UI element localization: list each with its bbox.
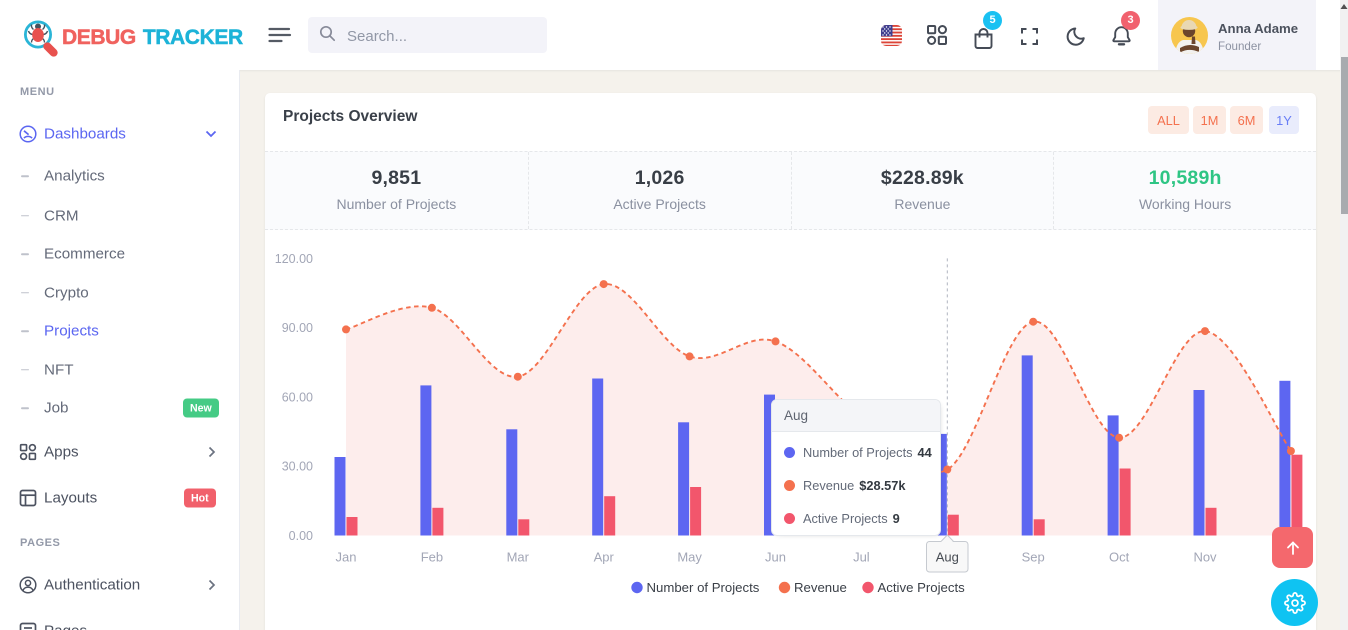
svg-text:Nov: Nov [1193, 550, 1217, 565]
svg-text:Sep: Sep [1022, 550, 1045, 565]
svg-text:30.00: 30.00 [282, 460, 313, 474]
svg-text:Number of Projects: Number of Projects [647, 580, 760, 595]
svg-text:Mar: Mar [507, 550, 530, 565]
svg-text:Oct: Oct [1109, 550, 1130, 565]
svg-text:May: May [677, 550, 702, 565]
svg-text:Revenue: Revenue [794, 580, 847, 595]
svg-text:Jun: Jun [765, 550, 786, 565]
svg-text:Aug: Aug [936, 550, 959, 565]
svg-text:Feb: Feb [421, 550, 443, 565]
svg-text:Apr: Apr [594, 550, 615, 565]
svg-text:0.00: 0.00 [289, 529, 313, 543]
svg-text:Active Projects: Active Projects [878, 580, 966, 595]
svg-text:Jan: Jan [336, 550, 357, 565]
svg-text:Jul: Jul [853, 550, 870, 565]
svg-text:120.00: 120.00 [275, 252, 313, 266]
svg-text:90.00: 90.00 [282, 321, 313, 335]
svg-text:60.00: 60.00 [282, 390, 313, 404]
